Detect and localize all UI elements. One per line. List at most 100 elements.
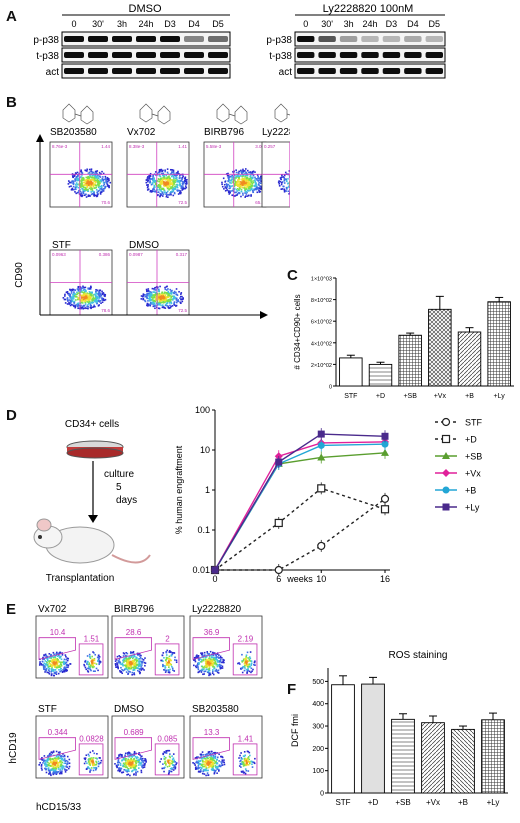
blot-band [64, 68, 84, 74]
bar [368, 363, 393, 387]
bar [421, 722, 445, 794]
molecule-structure [216, 103, 248, 125]
gate-cd15 [154, 643, 180, 676]
gate-cd19 [192, 637, 231, 660]
legend-label: STF [465, 418, 483, 428]
panel-label-a: A [6, 8, 17, 25]
series-line [214, 487, 386, 571]
timepoint-label: 3h [344, 19, 354, 29]
y-tick-label: 200 [312, 746, 324, 753]
quadrant-value: 0.317 [176, 252, 188, 257]
blot-band [361, 52, 379, 58]
x-tick-label: 16 [380, 574, 390, 584]
blot-band [88, 52, 108, 58]
x-tick-label: +Vx [434, 393, 447, 400]
quadrant-value: 0.0963 [52, 252, 66, 257]
gate-value-cd15: 1.51 [84, 634, 100, 643]
y-tick-label: 2×10^02 [311, 363, 332, 369]
data-point [317, 453, 326, 461]
blot-band [208, 52, 228, 58]
panel-label-c: C [287, 267, 298, 284]
line-chart-d: 0.01 0.1 1 10 100 0 6 10 16 weeks % human engraftm… [174, 405, 483, 584]
drug-name: Ly2228820 [262, 127, 290, 138]
blot-band [184, 52, 204, 58]
x-tick-label: +D [368, 798, 379, 807]
x-tick-label: 0 [212, 574, 217, 584]
blot-band [160, 52, 180, 58]
bar [428, 308, 452, 387]
legend-label: +D [465, 435, 477, 445]
timepoint-label: 30' [92, 19, 104, 29]
blot-band [136, 68, 156, 74]
blot-band [404, 68, 422, 74]
blot-band [339, 36, 358, 42]
blot-band [404, 36, 422, 42]
western-blot-panel: DMSO Ly2228820 100nM 0 30' 3h 24h D3 D4 D5 p-p3… [33, 3, 446, 79]
data-point [317, 430, 325, 438]
blot-band [425, 36, 443, 42]
plot-title: DMSO [114, 704, 144, 715]
blot-band [318, 68, 336, 74]
blot-band [382, 52, 401, 58]
blot-band [208, 36, 228, 42]
bar [398, 334, 422, 387]
timepoint-label: 0 [71, 19, 76, 29]
blot-band [297, 36, 315, 42]
x-tick-label: STF [344, 393, 357, 400]
molecule-structure [274, 103, 290, 123]
timepoint-label: 24h [362, 19, 377, 29]
gate-value-cd19: 0.344 [48, 728, 69, 737]
flow-density-plot [155, 740, 181, 775]
y-tick-label: 1 [205, 485, 210, 495]
control-name: STF [52, 240, 71, 251]
flow-density-plot [233, 740, 259, 775]
blot-row-label: act [279, 67, 293, 78]
blot-band [318, 52, 336, 58]
gate-cd19 [38, 737, 76, 760]
timepoint-label: D5 [429, 19, 441, 29]
data-point [317, 441, 325, 449]
data-point [381, 440, 389, 448]
data-point [380, 494, 390, 503]
timepoint-label: 0 [303, 19, 308, 29]
y-tick-label: 500 [312, 679, 324, 686]
x-tick-label: 6 [276, 574, 281, 584]
data-point [317, 541, 326, 551]
blot-band [297, 52, 315, 58]
gate-value-cd19: 28.6 [126, 628, 142, 637]
gate-value-cd19: 13.3 [204, 728, 220, 737]
blot-band [208, 68, 228, 74]
y-tick-label: 100 [195, 405, 210, 415]
flow-panel-b: SB203580 Vx702 BIRB796 Ly2228820 8.76e-3 1.44… [14, 103, 290, 319]
plot-title: Vx702 [38, 604, 67, 615]
x-tick-label: +B [465, 393, 474, 400]
quadrant-value: 72.5 [178, 200, 187, 205]
drug-name: SB203580 [50, 127, 97, 138]
data-point [441, 434, 451, 444]
blot-band [160, 68, 180, 74]
gate-value-cd15: 0.085 [157, 734, 178, 743]
bar [391, 718, 415, 794]
legend-label: +SB [465, 452, 482, 462]
plot-frame [155, 740, 181, 775]
y-tick-label: 0 [329, 385, 332, 391]
panel-label-f: F [287, 681, 297, 698]
data-point [442, 486, 450, 494]
series-line [215, 498, 386, 571]
blot-row-label: t-p38 [269, 51, 292, 62]
y-tick-label: 100 [312, 768, 324, 775]
ly-header: Ly2228820 100nM [323, 3, 414, 15]
plot-title: BIRB796 [114, 604, 154, 615]
quadrant-value: 0.0987 [129, 252, 143, 257]
bar [331, 684, 355, 794]
gate-cd15 [154, 743, 180, 776]
x-axis-label: weeks [286, 574, 313, 584]
blot-band [88, 36, 108, 42]
quadrant-value: 5.58e-3 [206, 144, 222, 149]
blot-band [339, 52, 358, 58]
blot-band [112, 52, 132, 58]
x-tick-label: +D [376, 393, 385, 400]
plot-title: SB203580 [192, 704, 239, 715]
timepoint-label: 24h [138, 19, 153, 29]
series-line [214, 433, 386, 571]
